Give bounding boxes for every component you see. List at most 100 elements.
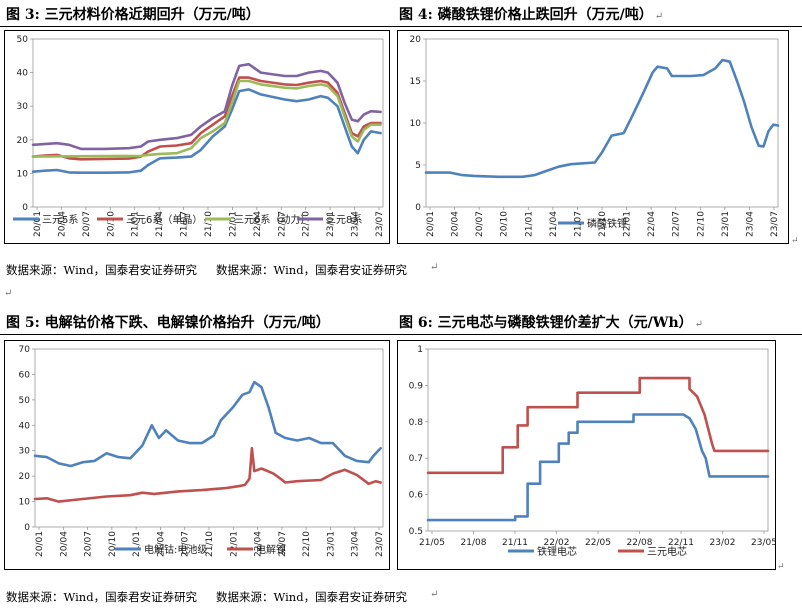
x-tick-label: 23/04 [745,211,755,237]
x-tick-label: 20/04 [451,211,461,237]
y-tick-label: 0 [415,203,421,213]
x-tick-label: 22/07 [277,211,287,237]
y-tick-label: 0 [22,203,28,213]
figure-3-caption: 图 3: 三元材料价格近期回升（万元/吨） [6,7,260,23]
return-mark: ↵ [654,11,664,22]
x-tick-label: 22/04 [647,211,657,237]
y-tick-label: 0.6 [409,491,424,501]
x-tick-label: 21/07 [180,211,190,237]
x-tick-label: 22/01 [229,531,239,557]
y-tick-label: 0 [24,523,30,533]
series-line-2 [33,446,382,503]
x-tick-label: 22/08 [627,538,653,548]
figure-6-caption: 图 6: 三元电芯与磷酸铁锂价差扩大（元/Wh） ↵ [399,315,704,331]
legend-label: 三元电芯 [647,545,687,558]
return-mark: ↵ [430,589,439,600]
return-mark: ↵ [791,236,799,246]
x-tick-label: 20/04 [57,211,67,237]
x-tick-label: 23/01 [326,531,336,557]
legend-label: 磷酸铁锂 [587,217,627,230]
x-tick-label: 22/10 [302,211,312,237]
x-tick-label: 22/10 [302,531,312,557]
y-tick-label: 0.8 [409,418,424,428]
x-tick-label: 23/01 [721,211,731,237]
figure-4-source: 数据来源：Wind，国泰君安证券研究 [216,263,408,277]
y-tick-label: 20 [19,472,31,482]
y-tick-label: 40 [17,69,29,79]
series-line-2 [426,376,770,475]
x-tick-label: 23/05 [751,538,775,548]
x-tick-label: 20/07 [82,211,92,237]
x-tick-label: 20/01 [35,531,45,557]
x-tick-label: 22/02 [544,538,570,548]
return-mark: ↵ [694,319,704,330]
figure-6-chart: 0.5 0.6 0.7 0.8 0.9 1 21/05 21/08 21/11 22/02 22/0… [397,340,776,570]
x-tick-label: 21/05 [419,538,445,548]
x-tick-label: 23/07 [375,531,385,557]
y-tick-label: 50 [19,396,31,406]
caption-row-2: 图 5: 电解钴价格下跌、电解镍价格抬升（万元/吨） 图 6: 三元电芯与磷酸铁… [0,308,802,335]
plot-area [425,38,779,208]
y-tick-label: 10 [17,169,29,179]
x-tick-label: 22/04 [253,211,263,237]
x-tick-label: 21/10 [205,531,215,557]
y-tick-label: 50 [17,35,29,45]
x-tick-label: 23/07 [375,211,385,237]
y-tick-label: 1 [417,345,423,355]
series-line-1 [31,88,382,174]
y-tick-label: 15 [410,77,421,87]
x-tick-label: 22/07 [278,531,288,557]
y-tick-label: 20 [17,136,29,146]
x-tick-label: 21/04 [156,531,166,557]
series-line-1 [426,413,770,522]
x-tick-label: 23/04 [351,211,361,237]
x-tick-label: 20/10 [108,531,118,557]
x-tick-label: 21/04 [549,211,559,237]
x-tick-label: 21/10 [204,211,214,237]
y-tick-label: 0.9 [409,381,424,391]
y-tick-label: 10 [19,498,31,508]
series-line-3 [31,79,382,158]
return-mark: ↵ [430,262,439,273]
x-tick-label: 21/01 [524,211,534,237]
x-tick-label: 22/01 [623,211,633,237]
y-tick-label: 20 [410,35,422,45]
x-tick-label: 22/11 [668,538,694,548]
x-tick-label: 20/10 [500,211,510,237]
legend-label: 三元6系（动力） [234,213,310,226]
x-tick-label: 20/04 [59,531,69,557]
x-tick-label: 21/04 [155,211,165,237]
legend-label: 三元5系 [42,214,78,226]
x-tick-label: 22/04 [254,531,264,557]
y-tick-label: 30 [19,447,31,457]
legend-label: 三元6系（单晶） [126,214,202,226]
x-tick-label: 23/02 [710,538,736,548]
x-tick-label: 20/01 [33,211,43,237]
plot-area [32,38,384,208]
y-tick-label: 30 [17,102,29,112]
x-tick-label: 20/07 [475,211,485,237]
x-tick-label: 21/07 [181,531,191,557]
figure-6-source: 数据来源：Wind，国泰君安证券研究 [216,590,408,604]
figure-4-chart: 0 5 10 15 20 20/01 20/04 20/07 20/10 21/01 21/04 21… [397,30,789,244]
figure-5-chart: 0 10 20 30 40 50 60 70 20/01 20/04 20/07 20/10 21/01… [4,340,390,570]
legend-label: 三元8系 [326,214,362,226]
y-tick-label: 70 [19,345,31,355]
x-tick-label: 21/01 [131,211,141,237]
series-line-1 [424,58,780,179]
y-tick-label: 10 [410,119,422,129]
series-line-1 [33,380,382,468]
x-tick-label: 21/01 [132,531,142,557]
series-line-4 [31,62,382,151]
plot-area [427,348,769,532]
fig4-svg: 0 5 10 15 20 20/01 20/04 20/07 20/10 21/01 21/04 21… [410,35,780,237]
fig6-svg: 0.5 0.6 0.7 0.8 0.9 1 21/05 21/08 21/11 22/02 22/0… [409,345,775,558]
x-tick-label: 22/07 [672,211,682,237]
x-tick-label: 20/01 [426,211,436,237]
figure-4-caption: 图 4: 磷酸铁锂价格止跌回升（万元/吨） ↵ [399,7,664,23]
x-tick-label: 21/08 [461,538,487,548]
figure-3-chart: 0 10 20 30 40 50 20/01 20/04 20/07 20/10 21/01 21/0… [4,30,390,244]
fig5-svg: 0 10 20 30 40 50 60 70 20/01 20/04 20/07 20/10 21/01… [19,345,385,557]
figure-5-caption: 图 5: 电解钴价格下跌、电解镍价格抬升（万元/吨） [6,315,330,331]
source-row-1: 数据来源：Wind，国泰君安证券研究 数据来源：Wind，国泰君安证券研究 ↵ [0,262,802,278]
